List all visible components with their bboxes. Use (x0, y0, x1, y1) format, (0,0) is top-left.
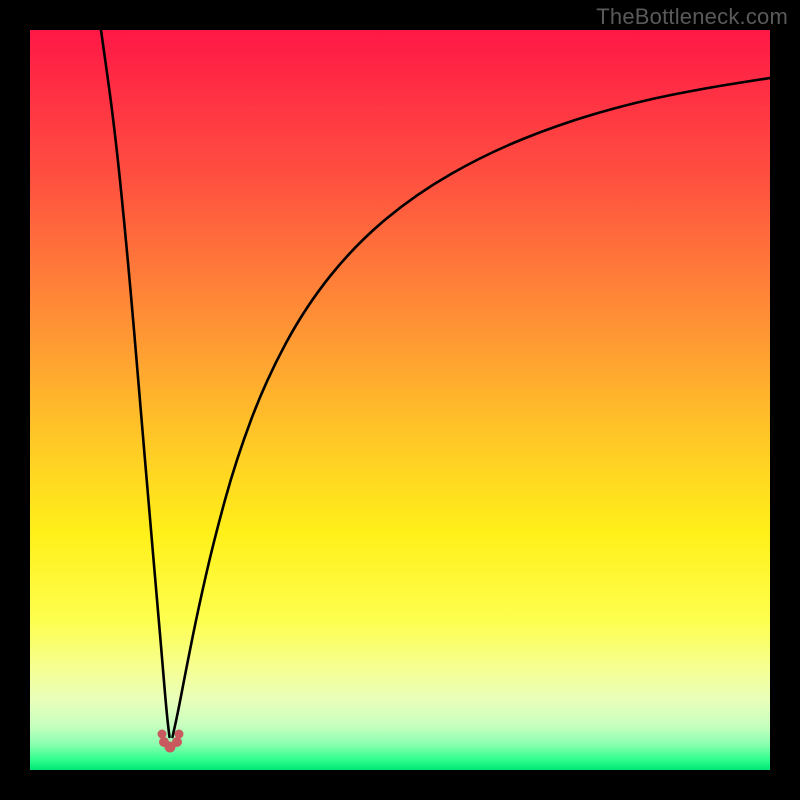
watermark-text: TheBottleneck.com (596, 4, 788, 30)
chart-container: TheBottleneck.com (0, 0, 800, 800)
bottleneck-chart (0, 0, 800, 800)
